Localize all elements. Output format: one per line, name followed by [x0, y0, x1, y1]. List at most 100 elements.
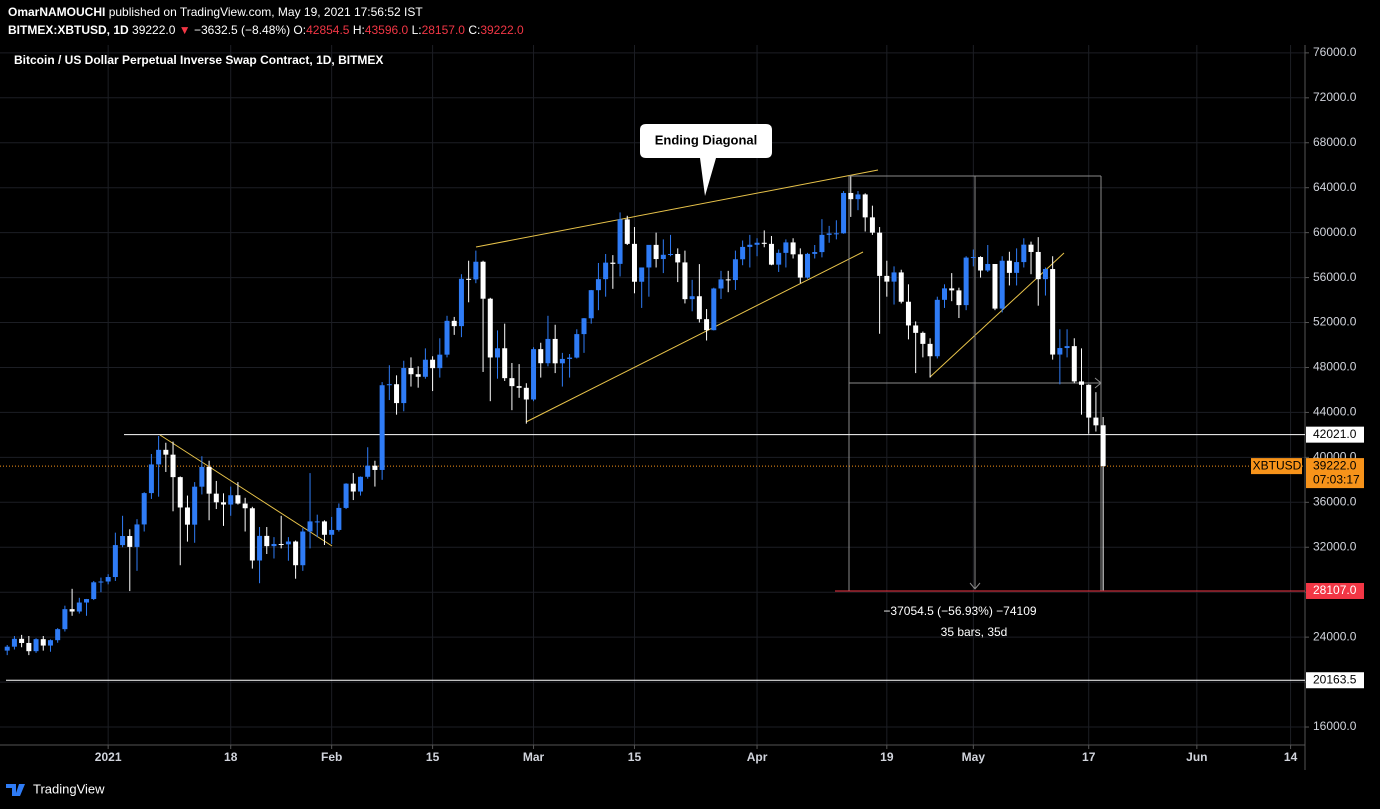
candle-body: [1050, 269, 1056, 355]
candle-body: [545, 338, 551, 364]
candle-body: [141, 493, 147, 525]
x-tick-label: 19: [880, 750, 894, 764]
candle-body: [819, 234, 825, 253]
candle-body: [62, 609, 68, 630]
author: OmarNAMOUCHI: [8, 5, 106, 19]
candle-body: [26, 642, 32, 652]
candle-body: [624, 219, 630, 244]
candle-body: [1078, 381, 1084, 385]
candle-body: [603, 262, 609, 280]
candle-body: [156, 449, 162, 465]
candle-body: [942, 288, 948, 300]
candle-body: [855, 194, 861, 200]
symbol-line: BITMEX:XBTUSD, 1D 39222.0 ▼ −3632.5 (−8.…: [8, 21, 524, 39]
candle-body: [531, 349, 537, 400]
candle-body: [415, 374, 421, 377]
candle-body: [725, 279, 731, 281]
candle-body: [120, 536, 126, 546]
candle-body: [1064, 346, 1070, 349]
candle-body: [91, 582, 97, 600]
price-label: 20163.5: [1313, 672, 1357, 686]
candle-body: [696, 296, 702, 320]
chart-title: Bitcoin / US Dollar Perpetual Inverse Sw…: [14, 53, 383, 67]
candle-body: [206, 466, 212, 494]
candle-body: [55, 629, 61, 641]
c-label: C:: [468, 23, 481, 37]
candle-body: [898, 272, 904, 302]
candle-body: [747, 244, 753, 247]
candle-body: [668, 253, 674, 255]
candle-body: [105, 577, 111, 582]
candle-body: [321, 521, 327, 535]
candle-body: [307, 521, 313, 532]
header: OmarNAMOUCHI published on TradingView.co…: [8, 3, 524, 39]
candle-body: [1042, 269, 1048, 280]
candle-body: [213, 493, 219, 503]
trend-line: [475, 169, 879, 248]
candle-body: [466, 278, 472, 280]
x-tick-label: 14: [1284, 750, 1298, 764]
candle-body: [761, 242, 767, 244]
candle-body: [559, 358, 565, 364]
measure-arrow: [969, 582, 981, 590]
trend-line: [929, 252, 1065, 378]
candle-body: [249, 508, 255, 561]
candle-body: [1071, 346, 1077, 382]
candle-body: [408, 368, 414, 375]
candle-body: [1035, 251, 1041, 280]
callout: Ending Diagonal: [640, 124, 772, 196]
candle-body: [1014, 262, 1020, 273]
candle-body: [1057, 348, 1063, 355]
x-tick-label: 2021: [95, 750, 122, 764]
candle-body: [538, 349, 544, 364]
candle-body: [394, 384, 400, 404]
horizontal-lines: [0, 434, 1305, 681]
candle-body: [430, 359, 436, 369]
x-tick-label: May: [962, 750, 986, 764]
candle-body: [920, 332, 926, 344]
candle-body: [905, 301, 911, 326]
candle-body: [509, 378, 515, 387]
change: −3632.5 (−8.48%): [194, 23, 291, 37]
candle-body: [812, 252, 818, 254]
candle-body: [869, 217, 875, 233]
candle-body: [329, 529, 335, 535]
footer: [0, 772, 1380, 809]
candle-body: [350, 483, 356, 492]
candle-body: [588, 290, 594, 319]
logo: [6, 784, 25, 796]
y-tick-label: 48000.0: [1313, 360, 1357, 374]
axis-labels: 16000.020000.024000.028000.032000.036000…: [95, 45, 1364, 764]
candle-body: [704, 319, 710, 331]
candle-body: [76, 602, 82, 612]
candle-body: [458, 278, 464, 327]
y-tick-label: 36000.0: [1313, 494, 1357, 508]
y-tick-label: 56000.0: [1313, 270, 1357, 284]
candle-body: [1093, 417, 1099, 426]
y-tick-label: 64000.0: [1313, 180, 1357, 194]
symbol-box: [1251, 458, 1302, 475]
candle-body: [841, 192, 847, 234]
o-value: 42854.5: [306, 23, 350, 37]
countdown-label: 07:03:17: [1313, 472, 1360, 486]
candle-body: [278, 543, 284, 545]
candle-body: [437, 354, 443, 369]
candle-body: [826, 233, 832, 235]
candle-body: [372, 465, 378, 470]
candle-body: [797, 254, 803, 278]
x-tick-label: 15: [628, 750, 642, 764]
candle-body: [343, 483, 349, 508]
x-tick-label: 17: [1082, 750, 1096, 764]
y-tick-label: 16000.0: [1313, 719, 1357, 733]
callout-text: Ending Diagonal: [655, 132, 758, 147]
x-tick-label: Feb: [321, 750, 342, 764]
logo-text: TradingView: [33, 781, 105, 796]
o-label: O:: [293, 23, 307, 37]
y-tick-label: 72000.0: [1313, 90, 1357, 104]
candles: [4, 176, 1106, 656]
candle-body: [913, 325, 919, 333]
candle-body: [98, 581, 104, 583]
publish-line: OmarNAMOUCHI published on TradingView.co…: [8, 3, 524, 21]
candle-body: [877, 232, 883, 276]
candle-body: [379, 385, 385, 470]
